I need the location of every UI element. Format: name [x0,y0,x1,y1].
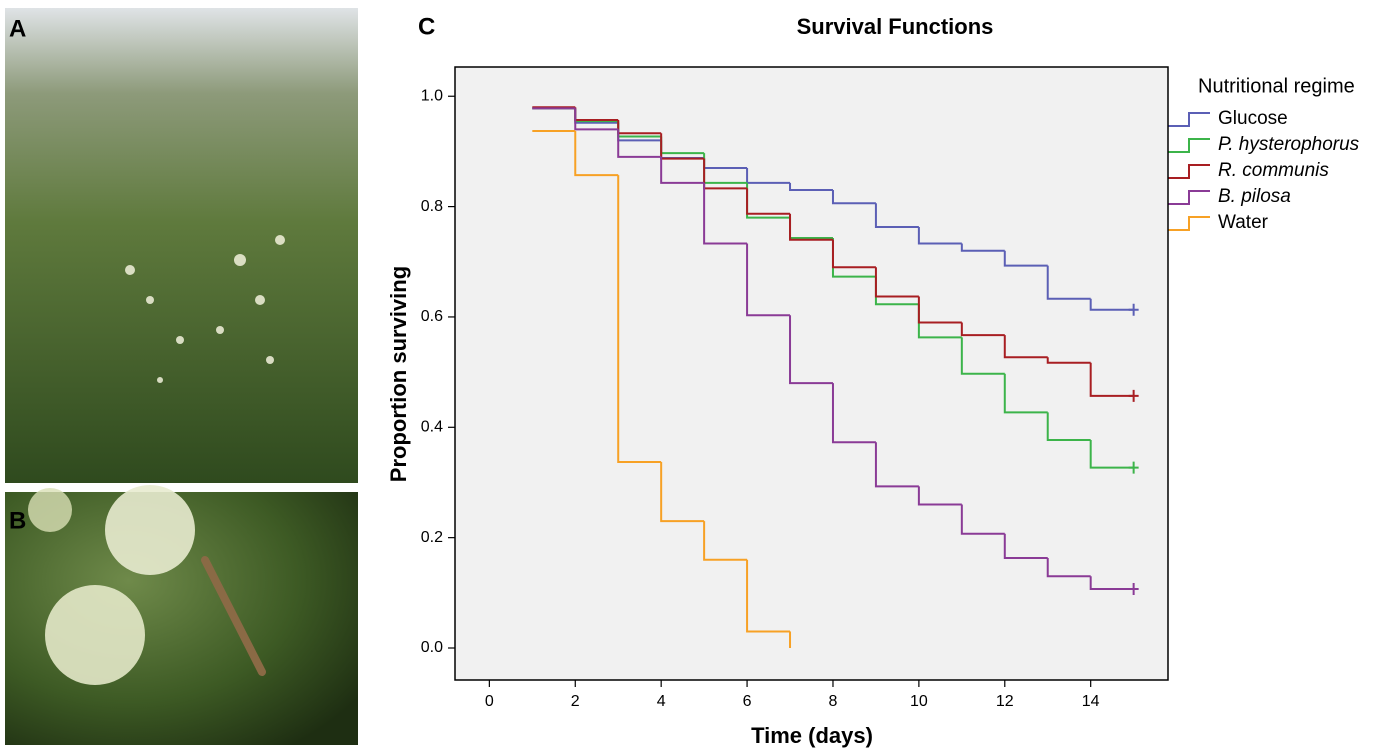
y-tick-label: 0.8 [421,198,443,215]
y-axis-label: Proportion surviving [386,266,411,482]
x-tick-label: 14 [1082,693,1100,710]
panel-label: A [9,15,26,42]
survival-step [1003,373,1048,414]
survival-step [917,486,962,506]
x-tick-label: 6 [743,693,752,710]
legend-label: B. pilosa [1218,186,1291,207]
legend-label: R. communis [1218,160,1329,181]
survival-step [960,243,1005,252]
survival-step [1089,576,1134,590]
legend-swatch [1168,190,1210,205]
photo-a [5,8,358,483]
y-tick-label: 0.2 [421,529,443,546]
survival-step [746,559,791,633]
survival-step [789,182,833,192]
survival-step [703,521,748,561]
survival-step [660,156,705,184]
legend-title: Nutritional regime [1198,75,1355,97]
survival-step [746,243,791,317]
survival-step [1089,362,1134,397]
survival-step [617,129,662,158]
y-tick-label: 1.0 [421,87,443,104]
survival-step [1089,298,1134,311]
photo-b [5,485,358,745]
survival-step [789,315,833,385]
panel-label: C [418,13,435,40]
plot-area [455,67,1168,680]
survival-step [917,227,962,245]
survival-step [660,462,705,523]
censor-mark [1128,461,1139,474]
x-axis-label: Time (days) [751,723,873,748]
survival-step [1003,335,1048,359]
survival-step [960,322,1005,337]
censor-mark [1128,582,1139,595]
survival-step [1003,250,1048,267]
censor-mark [1128,303,1139,316]
survival-step [574,108,619,131]
y-tick-label: 0.6 [421,308,443,325]
x-tick-label: 10 [910,693,928,710]
survival-step [1003,533,1048,560]
survival-step [831,239,876,269]
chart-title: Survival Functions [797,14,994,39]
survival-step [874,442,919,488]
legend-swatch [1168,164,1210,179]
survival-step [960,504,1005,535]
x-tick-label: 4 [657,693,666,710]
y-tick-label: 0.0 [421,639,443,656]
survival-step [617,175,662,464]
plot-frame [454,66,1169,681]
legend-swatch [1168,216,1210,231]
survival-step [703,182,748,245]
survival-step [1046,558,1091,578]
survival-step [1046,265,1091,300]
survival-step [789,213,833,241]
legend-label: P. hysterophorus [1218,134,1360,155]
survival-step [574,131,619,177]
y-tick-label: 0.4 [421,419,443,436]
survival-step [960,337,1005,375]
x-tick-label: 8 [829,693,838,710]
survival-step [1046,412,1091,441]
survival-step [874,267,919,298]
survival-step [917,296,962,324]
legend-swatch [1168,112,1210,127]
survival-step [831,190,876,205]
panel-label: B [9,507,26,534]
survival-step [874,203,919,229]
x-tick-label: 12 [996,693,1014,710]
x-tick-label: 2 [571,693,580,710]
survival-step [1046,357,1091,364]
censor-mark [1128,389,1139,402]
legend-swatch [1168,138,1210,153]
x-tick-label: 0 [485,693,494,710]
legend-label: Water [1218,212,1269,233]
survival-step [746,188,791,215]
survival-step [1089,439,1134,469]
survival-step [831,383,876,444]
legend-label: Glucose [1218,108,1288,129]
